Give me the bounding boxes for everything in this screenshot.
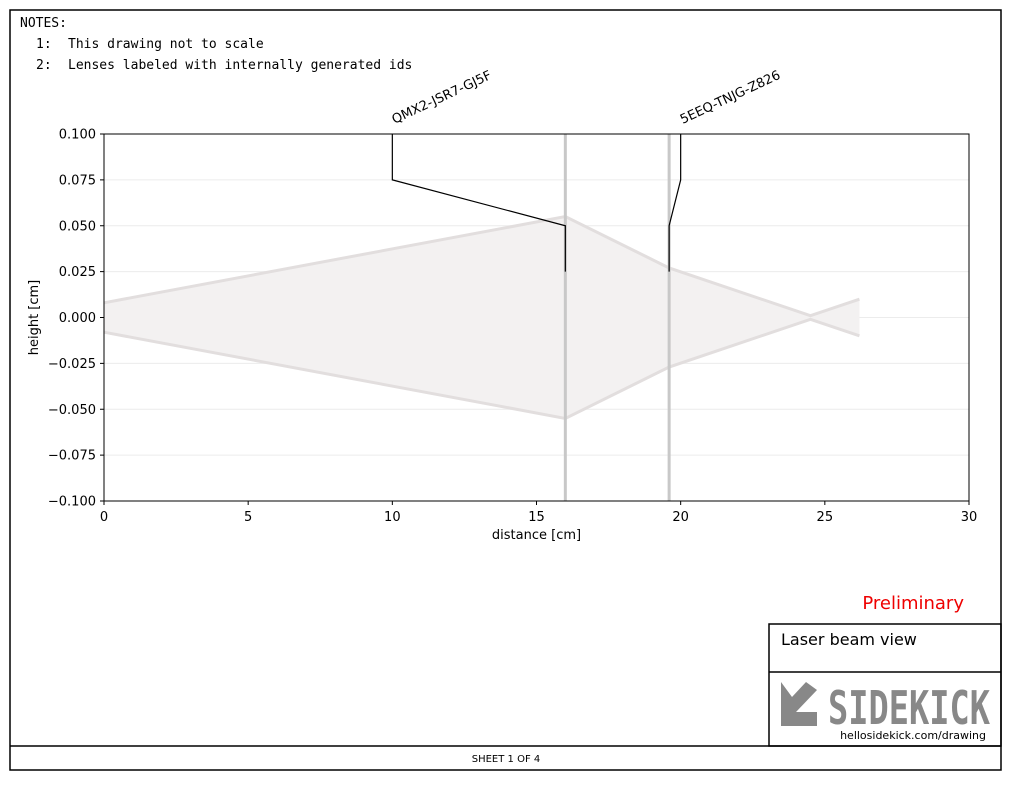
x-tick-label: 30: [961, 510, 978, 525]
y-tick-label: −0.050: [48, 403, 96, 418]
lens-label: QMX2-JSR7-GJ5F: [390, 68, 494, 127]
note-text: This drawing not to scale: [68, 37, 264, 52]
x-tick-label: 25: [817, 510, 834, 525]
notes-title: NOTES:: [20, 16, 67, 31]
lens-leader: [668, 134, 682, 272]
page-border: [9, 9, 1002, 771]
status: Preliminary: [862, 593, 964, 614]
x-tick-label: 0: [100, 510, 108, 525]
y-tick-label: −0.025: [48, 357, 96, 372]
note-text: Lenses labeled with internally generated…: [68, 58, 412, 73]
chart: 0.100 0.075 0.050 0.025 0.000 −0.025 −0.050 −0.…: [27, 68, 977, 543]
beam-fill: [104, 216, 860, 419]
y-tick-label: 0.075: [59, 173, 96, 188]
plot-frame: [103, 133, 970, 502]
logo: SIDEKICK: [828, 681, 990, 735]
logo-mark: [781, 682, 817, 726]
y-axis-label: height [cm]: [27, 280, 42, 356]
note-num: 1:: [36, 37, 52, 52]
y-tick-label: 0.100: [59, 128, 96, 143]
note-num: 2:: [36, 58, 52, 73]
y-tick-label: 0.050: [59, 219, 96, 234]
lens-label: 5EEQ-TNJG-Z826: [678, 68, 783, 128]
y-tick-label: −0.100: [48, 495, 96, 510]
y-tick-label: 0.025: [59, 265, 96, 280]
y-tick-label: 0.000: [59, 311, 96, 326]
y-tick-label: −0.075: [48, 449, 96, 464]
sheet-number: SHEET 1 OF 4: [472, 754, 541, 765]
url: hellosidekick.com/drawing: [840, 729, 986, 742]
x-axis-label: distance [cm]: [492, 528, 581, 543]
x-tick-label: 20: [672, 510, 689, 525]
view-title: Laser beam view: [781, 630, 917, 649]
x-tick-label: 10: [384, 510, 401, 525]
x-tick-label: 15: [528, 510, 545, 525]
title-block: [768, 623, 1002, 747]
x-tick-label: 5: [244, 510, 252, 525]
lens-leader: [391, 134, 566, 272]
